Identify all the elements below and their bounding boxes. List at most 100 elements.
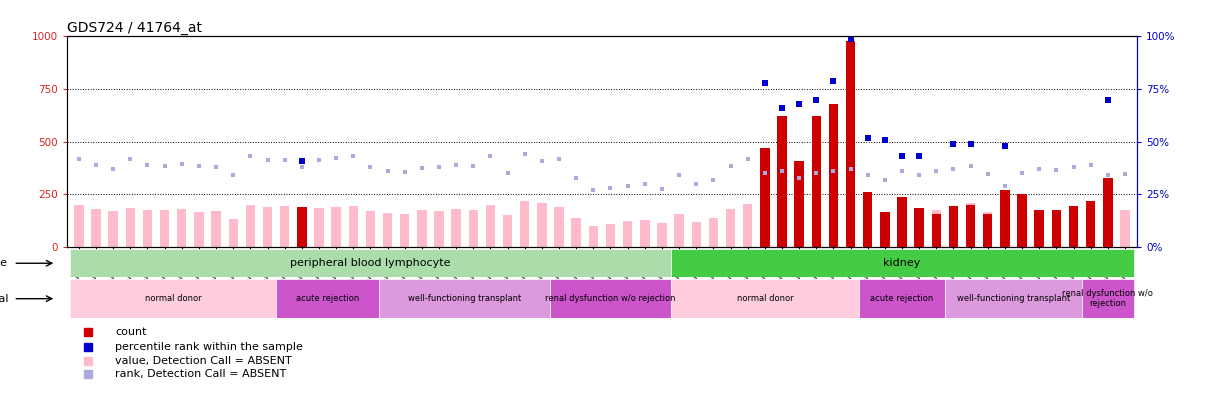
Bar (503, 215, 512, 247)
Text: normal donor: normal donor (737, 294, 793, 303)
Bar (468, 210, 478, 247)
Bar (74, 205, 84, 247)
Bar (966, 203, 975, 247)
Bar (485, 205, 495, 247)
Bar (589, 226, 598, 247)
Bar (417, 210, 427, 247)
Bar (760, 148, 770, 247)
Bar (297, 210, 306, 247)
Text: percentile rank within the sample: percentile rank within the sample (116, 342, 303, 352)
Bar (914, 215, 924, 247)
Bar (829, 104, 838, 247)
Bar (280, 206, 289, 247)
Bar (880, 217, 890, 247)
Bar (777, 117, 787, 247)
Bar (366, 211, 375, 247)
Bar (743, 204, 753, 247)
Text: acute rejection: acute rejection (871, 294, 934, 303)
Bar (692, 222, 700, 247)
Bar (623, 221, 632, 247)
Bar (246, 205, 255, 247)
Bar (1086, 208, 1096, 247)
Text: well-functioning transplant: well-functioning transplant (957, 294, 1070, 303)
Bar (520, 201, 529, 247)
Bar (948, 206, 958, 247)
Bar (91, 209, 101, 247)
Text: count: count (116, 327, 147, 337)
Bar (383, 213, 393, 247)
Bar (572, 217, 581, 247)
Bar (897, 196, 907, 247)
Text: normal donor: normal donor (145, 294, 202, 303)
Text: well-functioning transplant: well-functioning transplant (409, 294, 522, 303)
Bar (914, 208, 924, 247)
Bar (400, 214, 410, 247)
Bar (195, 212, 203, 247)
Bar (71, 249, 670, 277)
Text: renal dysfunction w/o
rejection: renal dysfunction w/o rejection (1063, 289, 1153, 308)
Bar (276, 279, 379, 318)
Text: acute rejection: acute rejection (295, 294, 359, 303)
Text: individual: individual (0, 294, 9, 304)
Bar (554, 207, 564, 247)
Text: tissue: tissue (0, 258, 9, 268)
Bar (212, 211, 221, 247)
Bar (379, 279, 551, 318)
Bar (846, 40, 855, 247)
Bar (945, 279, 1082, 318)
Bar (178, 209, 186, 247)
Bar (931, 214, 941, 247)
Bar (1018, 217, 1026, 247)
Bar (434, 211, 444, 247)
Bar (606, 224, 615, 247)
Bar (726, 209, 736, 247)
Bar (794, 161, 804, 247)
Bar (811, 117, 821, 247)
Bar (1069, 210, 1079, 247)
Bar (863, 217, 872, 247)
Bar (1018, 194, 1026, 247)
Bar (1001, 190, 1009, 247)
Bar (537, 203, 547, 247)
Bar (229, 219, 238, 247)
Bar (897, 211, 907, 247)
Bar (1052, 213, 1062, 247)
Bar (297, 207, 306, 247)
Bar (332, 207, 340, 247)
Bar (709, 217, 719, 247)
Bar (640, 220, 649, 247)
Bar (931, 210, 941, 247)
Bar (125, 208, 135, 247)
Bar (1086, 201, 1096, 247)
Text: rank, Detection Call = ABSENT: rank, Detection Call = ABSENT (116, 369, 286, 379)
Bar (142, 210, 152, 247)
Bar (657, 223, 666, 247)
Bar (161, 209, 169, 247)
Bar (966, 205, 975, 247)
Bar (1120, 210, 1130, 247)
Bar (1103, 177, 1113, 247)
Bar (1082, 279, 1133, 318)
Bar (1035, 210, 1043, 247)
Bar (1069, 206, 1079, 247)
Bar (983, 212, 992, 247)
Text: peripheral blood lymphocyte: peripheral blood lymphocyte (291, 258, 451, 268)
Bar (349, 206, 358, 247)
Bar (451, 209, 461, 247)
Bar (863, 192, 872, 247)
Bar (860, 279, 945, 318)
Bar (108, 211, 118, 247)
Bar (71, 279, 276, 318)
Bar (880, 212, 890, 247)
Bar (263, 207, 272, 247)
Bar (675, 214, 683, 247)
Text: value, Detection Call = ABSENT: value, Detection Call = ABSENT (116, 356, 292, 366)
Text: kidney: kidney (883, 258, 921, 268)
Bar (670, 249, 1133, 277)
Text: renal dysfunction w/o rejection: renal dysfunction w/o rejection (545, 294, 676, 303)
Bar (314, 208, 323, 247)
Text: GDS724 / 41764_at: GDS724 / 41764_at (67, 21, 202, 35)
Bar (948, 206, 958, 247)
Bar (670, 279, 860, 318)
Bar (983, 214, 992, 247)
